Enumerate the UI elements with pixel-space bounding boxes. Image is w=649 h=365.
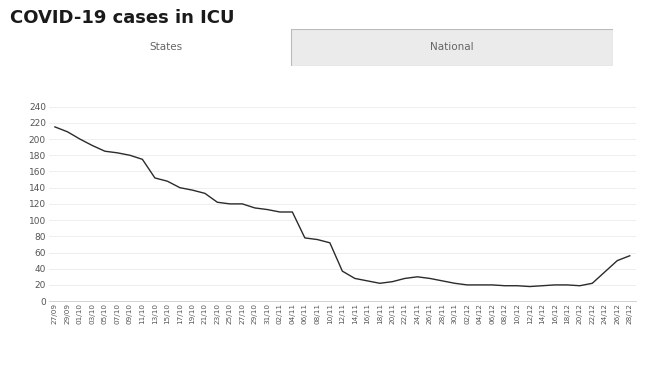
FancyBboxPatch shape (42, 29, 291, 66)
Text: National: National (430, 42, 474, 53)
FancyBboxPatch shape (42, 29, 613, 66)
Text: COVID-19 cases in ICU: COVID-19 cases in ICU (10, 9, 234, 27)
Text: States: States (150, 42, 183, 53)
